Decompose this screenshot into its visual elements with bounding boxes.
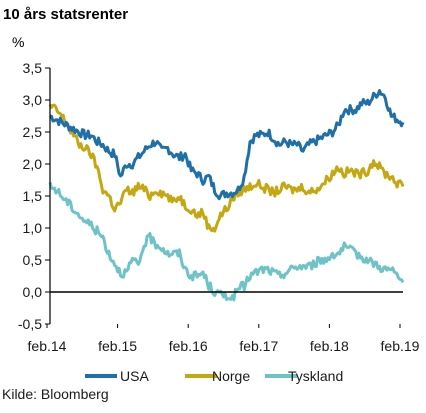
y-tick-label: -0,5 (18, 316, 42, 332)
x-tick-label: feb.19 (381, 338, 420, 354)
series-lines (48, 89, 405, 302)
series-line-norge (48, 103, 405, 233)
y-tick-label: 1,5 (23, 188, 43, 204)
x-tick-label: feb.16 (169, 338, 208, 354)
y-tick-label: 3,0 (23, 92, 43, 108)
x-tick-label: feb.17 (239, 338, 278, 354)
y-tick-label: 0,0 (23, 284, 43, 300)
chart-title: 10 års statsrenter (3, 6, 128, 23)
legend-label-norge: Norge (212, 368, 250, 384)
x-tick-label: feb.14 (28, 338, 67, 354)
series-line-tyskland (48, 181, 405, 302)
y-tick-label: 2,5 (23, 124, 43, 140)
x-axis-ticks: feb.14 feb.15 feb.16 feb.17 feb.18 feb.19 (28, 324, 420, 354)
y-tick-label: 1,0 (23, 220, 43, 236)
x-tick-label: feb.18 (310, 338, 349, 354)
legend: USA Norge Tyskland (85, 368, 343, 384)
y-unit-label: % (12, 34, 24, 50)
y-axis-ticks: 3,5 3,0 2,5 2,0 1,5 1,0 0,5 0,0 -0,5 (18, 60, 50, 332)
y-tick-label: 2,0 (23, 156, 43, 172)
source-note: Kilde: Bloomberg (2, 386, 109, 402)
legend-label-tyskland: Tyskland (288, 368, 343, 384)
series-line-usa (49, 89, 405, 201)
legend-label-usa: USA (120, 368, 149, 384)
y-tick-label: 0,5 (23, 252, 43, 268)
y-tick-label: 3,5 (23, 60, 43, 76)
x-tick-label: feb.15 (98, 338, 137, 354)
